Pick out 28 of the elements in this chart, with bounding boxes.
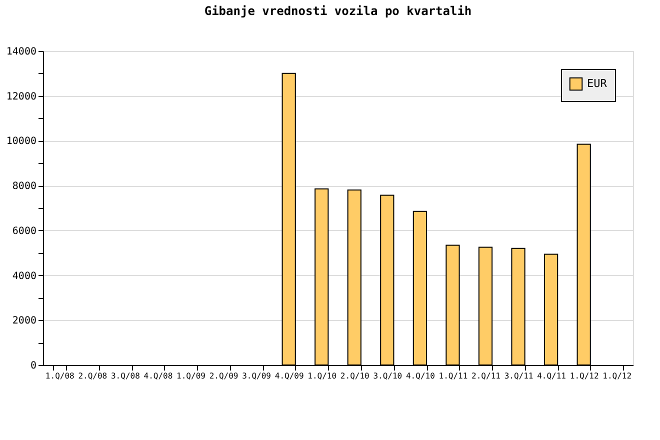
chart-title: Gibanje vrednosti vozila po kvartalih bbox=[204, 4, 472, 18]
x-tick-label: 4.Q/08 bbox=[144, 372, 173, 380]
y-tick-label: 8000 bbox=[12, 181, 36, 192]
y-tick-label: 6000 bbox=[12, 226, 36, 237]
y-tick-label: 12000 bbox=[6, 91, 36, 102]
x-tick-label: 1.Q/11 bbox=[438, 372, 468, 380]
x-tick-label: 2.Q/11 bbox=[472, 372, 501, 380]
x-tick-label: 1.Q/08 bbox=[45, 372, 75, 380]
x-tick-label: 2.Q/08 bbox=[78, 372, 108, 380]
x-tick-label: 2.Q/10 bbox=[340, 372, 370, 380]
y-tick-label: 14000 bbox=[6, 46, 36, 58]
y-tick-label: 0 bbox=[30, 360, 36, 372]
y-tick-label: 10000 bbox=[6, 136, 36, 148]
x-tick-label: 1.Q/12 bbox=[570, 372, 599, 380]
x-tick-label: 4.Q/10 bbox=[406, 372, 436, 380]
x-tick-label: 1.Q/10 bbox=[308, 372, 337, 380]
legend-label: EUR bbox=[587, 77, 608, 90]
y-tick-label: 2000 bbox=[12, 316, 36, 327]
x-tick-label: 4.Q/11 bbox=[537, 372, 566, 380]
y-tick-label: 4000 bbox=[12, 270, 36, 282]
x-tick-label: 3.Q/10 bbox=[373, 372, 402, 380]
x-tick-label: 1.Q/12 bbox=[602, 372, 632, 380]
x-tick-label: 3.Q/09 bbox=[242, 372, 272, 380]
x-tick-label: 2.Q/09 bbox=[209, 372, 238, 380]
x-tick-label: 1.Q/09 bbox=[176, 372, 206, 380]
x-tick-label: 3.Q/11 bbox=[504, 372, 534, 380]
x-tick-label: 4.Q/09 bbox=[274, 372, 304, 380]
x-tick-label: 3.Q/08 bbox=[110, 372, 140, 380]
